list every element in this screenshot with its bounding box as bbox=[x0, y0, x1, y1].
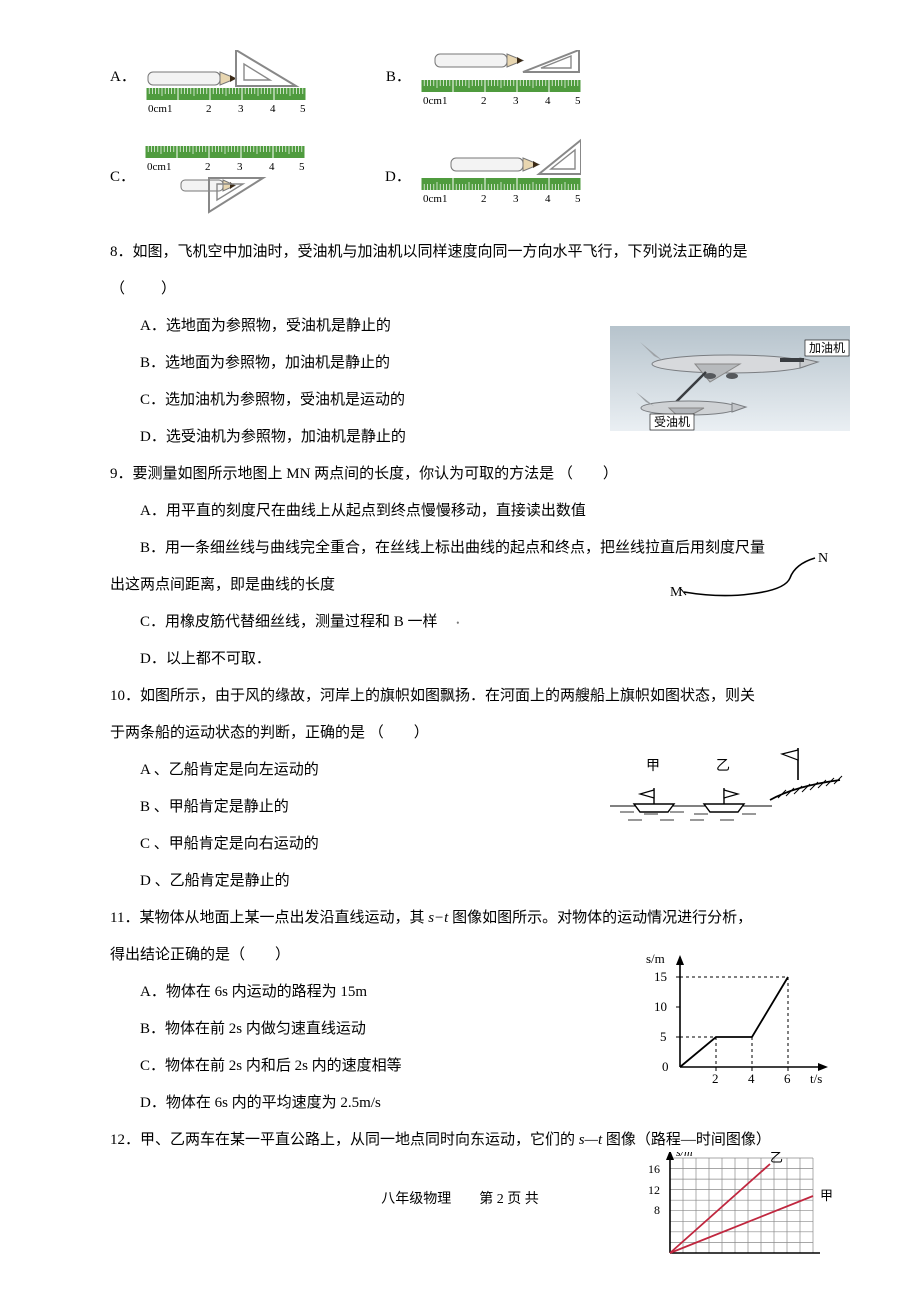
q11-yt10: 10 bbox=[654, 999, 667, 1014]
q7-B-label: B． bbox=[386, 61, 411, 94]
ruler-label: 0cm1 bbox=[147, 161, 171, 173]
q11-stem-a: 11．某物体从地面上某一点出发沿直线运动，其 bbox=[110, 910, 428, 926]
q11-ylabel: s/m bbox=[646, 951, 665, 966]
q12-yi-label: 乙 bbox=[770, 1152, 783, 1165]
q9: 9．要测量如图所示地图上 MN 两点间的长度，你认为可取的方法是 （ ） A．用… bbox=[110, 458, 810, 676]
q7-A-label: A． bbox=[110, 61, 136, 94]
q7-fig-A: 0cm1 2 3 4 5 bbox=[146, 50, 306, 118]
q9-D: D．以上都不可取． bbox=[110, 643, 810, 676]
q7-option-A: A． 0cm1 2 3 4 5 bbox=[110, 50, 306, 118]
ruler-label: 5 bbox=[299, 161, 305, 173]
ruler-label: 0cm1 bbox=[423, 193, 447, 205]
q10-jia-label: 甲 bbox=[646, 759, 660, 774]
q9-M-label: M bbox=[670, 585, 683, 600]
q10-yi-label: 乙 bbox=[716, 758, 730, 774]
ruler-label: 2 bbox=[481, 193, 487, 205]
q7-figures: A． 0cm1 2 3 4 5 bbox=[110, 50, 810, 218]
q9-marker: • bbox=[456, 618, 459, 628]
q9-A: A．用平直的刻度尺在曲线上从起点到终点慢慢移动，直接读出数值 bbox=[110, 495, 810, 528]
ruler-label: 0cm1 bbox=[148, 103, 172, 115]
q7-fig-B: 0cm1 2 3 4 5 bbox=[421, 50, 581, 118]
ruler-label: 4 bbox=[545, 193, 551, 205]
q12-ylabel: s/m bbox=[676, 1152, 693, 1159]
q12-stem-a: 12．甲、乙两车在某一平直公路上，从同一地点同时向东运动，它们的 bbox=[110, 1132, 579, 1148]
q7-C-label: C． bbox=[110, 161, 135, 194]
q10-D: D 、乙船肯定是静止的 bbox=[110, 865, 810, 898]
q7-fig-C: 0cm1 2 3 4 5 bbox=[145, 140, 305, 218]
q7-D-label: D． bbox=[385, 161, 411, 194]
q12-stem-b: 图像（路程—时间图像） bbox=[602, 1132, 771, 1148]
q9-N-label: N bbox=[818, 551, 828, 566]
q12: 12．甲、乙两车在某一平直公路上，从同一地点同时向东运动，它们的 s—t 图像（… bbox=[110, 1124, 810, 1157]
q11-D: D．物体在 6s 内的平均速度为 2.5m/s bbox=[110, 1087, 810, 1120]
q11-xt4: 4 bbox=[748, 1071, 755, 1086]
ruler-label: 3 bbox=[513, 95, 519, 107]
q9-C-text: C．用橡皮筋代替细丝线，测量过程和 B 一样 bbox=[140, 614, 438, 630]
ruler-label: 3 bbox=[513, 193, 519, 205]
ruler-label: 5 bbox=[575, 193, 581, 205]
q12-chart: 8 12 16 乙 甲 s/m bbox=[630, 1152, 860, 1262]
ruler-label: 5 bbox=[300, 103, 306, 115]
q11-xt6: 6 bbox=[784, 1071, 791, 1086]
ruler-label: 4 bbox=[269, 161, 275, 173]
q11-stem-b: 图像如图所示。对物体的运动情况进行分析， bbox=[448, 910, 752, 926]
q8: 8．如图，飞机空中加油时，受油机与加油机以同样速度向同一方向水平飞行，下列说法正… bbox=[110, 236, 810, 454]
q11-st: s−t bbox=[428, 910, 448, 926]
q7-option-D: D． 0cm1 2 bbox=[385, 136, 581, 218]
q11-chart: 5 10 15 2 4 6 0 bbox=[640, 947, 840, 1087]
q10-stem: 10．如图所示，由于风的缘故，河岸上的旗帜如图飘扬．在河面上的两艘船上旗帜如图状… bbox=[110, 680, 810, 713]
q11-yt5: 5 bbox=[660, 1029, 667, 1044]
footer-text: 八年级物理 第 2 页 共 bbox=[381, 1192, 539, 1207]
ruler-label: 0cm1 bbox=[423, 95, 447, 107]
q8-paren: （ ） bbox=[110, 273, 810, 306]
q8-label-bottom: 受油机 bbox=[654, 415, 690, 429]
q12-yt8: 8 bbox=[654, 1203, 660, 1217]
ruler-label: 4 bbox=[545, 95, 551, 107]
ruler-label: 2 bbox=[481, 95, 487, 107]
q9-figure: M N bbox=[650, 548, 850, 618]
q8-figure: 加油机 受油机 bbox=[610, 326, 850, 431]
q8-stem: 8．如图，飞机空中加油时，受油机与加油机以同样速度向同一方向水平飞行，下列说法正… bbox=[110, 236, 810, 269]
ruler-label: 5 bbox=[575, 95, 581, 107]
q8-label-top: 加油机 bbox=[809, 341, 845, 355]
q10: 10．如图所示，由于风的缘故，河岸上的旗帜如图飘扬．在河面上的两艘船上旗帜如图状… bbox=[110, 680, 810, 898]
q10-figure: 甲 乙 bbox=[600, 740, 850, 840]
q11-stem: 11．某物体从地面上某一点出发沿直线运动，其 s−t 图像如图所示。对物体的运动… bbox=[110, 902, 810, 935]
q11-xt2: 2 bbox=[712, 1071, 719, 1086]
q7-option-C: C． 0cm1 2 3 4 5 bbox=[110, 140, 305, 218]
ruler-label: 4 bbox=[270, 103, 276, 115]
ruler-label: 3 bbox=[238, 103, 244, 115]
ruler-label: 3 bbox=[237, 161, 243, 173]
q12-yt16: 16 bbox=[648, 1162, 660, 1176]
svg-text:0: 0 bbox=[662, 1059, 669, 1074]
q11-yt15: 15 bbox=[654, 969, 667, 984]
q12-st: s—t bbox=[579, 1132, 602, 1148]
q7-option-B: B． 0cm1 bbox=[386, 50, 581, 118]
q12-jia-label: 甲 bbox=[820, 1188, 833, 1203]
q9-stem: 9．要测量如图所示地图上 MN 两点间的长度，你认为可取的方法是 （ ） bbox=[110, 458, 810, 491]
q11-xlabel: t/s bbox=[810, 1071, 822, 1086]
q12-yt12: 12 bbox=[648, 1183, 660, 1197]
q11: 11．某物体从地面上某一点出发沿直线运动，其 s−t 图像如图所示。对物体的运动… bbox=[110, 902, 810, 1120]
ruler-label: 2 bbox=[206, 103, 212, 115]
ruler-label: 2 bbox=[205, 161, 211, 173]
q7-fig-D: 0cm1 2 3 4 5 bbox=[421, 136, 581, 218]
